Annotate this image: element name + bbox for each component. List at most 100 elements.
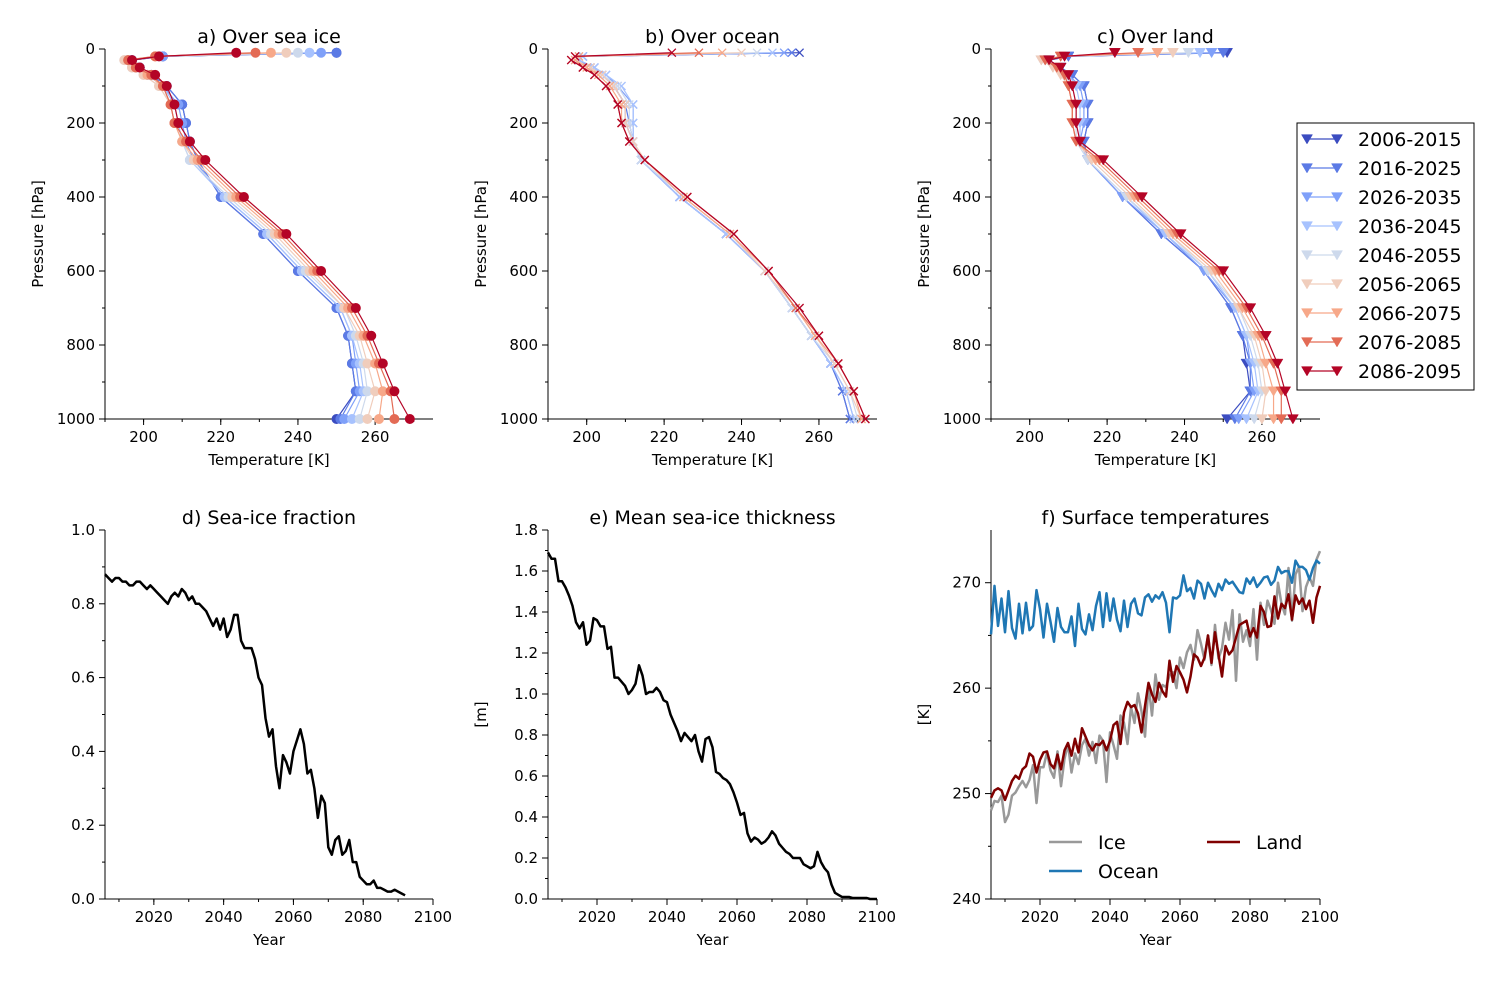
- data-point: [620, 100, 630, 109]
- y-tick-label: 0: [971, 40, 981, 58]
- data-point: [1256, 414, 1268, 425]
- data-point: [752, 48, 762, 58]
- x-tick-label: 2100: [414, 908, 452, 926]
- data-point: [1066, 81, 1079, 92]
- data-point: [764, 266, 774, 276]
- x-tick-label: 2040: [205, 908, 243, 926]
- series-2076-2085: [566, 48, 870, 424]
- series-line: [577, 52, 851, 420]
- legend-label: 2056-2065: [1358, 274, 1462, 296]
- y-tick-label: 800: [952, 336, 981, 354]
- data-point: [628, 118, 638, 128]
- series-2006-2015: [127, 47, 361, 424]
- y-tick-label: 240: [952, 890, 981, 908]
- data-point: [1058, 51, 1071, 62]
- y-tick-label: 0: [85, 40, 95, 58]
- y-tick-label: 1.8: [514, 521, 538, 539]
- legend-entry-ocean: Ocean: [1049, 861, 1159, 883]
- legend-label: 2066-2075: [1358, 303, 1462, 325]
- data-point: [1244, 303, 1257, 314]
- x-tick-label: 2060: [274, 908, 312, 926]
- panel-2: b) Over ocean 200 220 240 260 0 200 400 600 800 10…: [472, 26, 877, 469]
- legend-marker: [1301, 337, 1313, 348]
- y-tick-label: 0.6: [71, 669, 95, 687]
- data-point: [717, 48, 727, 58]
- data-point: [1217, 48, 1230, 59]
- data-point: [601, 81, 611, 91]
- data-point: [1271, 358, 1284, 369]
- series-2086-2095: [1043, 48, 1299, 425]
- series-line: [130, 52, 357, 420]
- data-point: [826, 359, 836, 368]
- data-point: [682, 192, 692, 202]
- data-point: [601, 70, 611, 80]
- data-point: [760, 266, 770, 276]
- series-line: [577, 52, 851, 420]
- data-point: [377, 358, 388, 369]
- data-point: [624, 137, 634, 146]
- x-tick-label: 2080: [1231, 908, 1269, 926]
- x-tick-label: 2040: [1091, 908, 1129, 926]
- data-point: [1043, 55, 1055, 66]
- y-tick-label: 0.0: [514, 890, 538, 908]
- series-line: [1039, 52, 1263, 420]
- x-axis-label: Year: [696, 931, 730, 949]
- x-axis-label: Temperature [K]: [1094, 451, 1216, 469]
- data-point: [231, 47, 242, 58]
- legend-entry: 2016-2025: [1301, 158, 1462, 180]
- y-tick-label: 1.4: [514, 603, 538, 621]
- legend-entry: 2046-2055: [1301, 245, 1462, 267]
- legend-label: 2006-2015: [1358, 129, 1462, 151]
- data-point: [628, 100, 638, 109]
- y-tick-label: 800: [66, 336, 95, 354]
- data-point: [316, 266, 327, 276]
- data-point: [1259, 331, 1272, 342]
- legend-entry: 2086-2095: [1301, 361, 1462, 383]
- y-tick-label: 1000: [943, 410, 981, 428]
- data-point: [1267, 414, 1280, 425]
- data-point: [810, 331, 820, 341]
- y-tick-label: 0.4: [71, 742, 95, 760]
- legend-label: 2086-2095: [1358, 361, 1462, 383]
- data-point: [389, 386, 400, 397]
- x-tick-label: 2100: [858, 908, 896, 926]
- y-tick-label: 400: [509, 188, 538, 206]
- data-point: [833, 359, 843, 368]
- legend-entry: 2026-2035: [1301, 187, 1462, 209]
- x-axis-label: Year: [252, 931, 286, 949]
- y-axis-label: Pressure [hPa]: [915, 180, 933, 288]
- legend-entry: 2056-2065: [1301, 274, 1462, 296]
- data-point: [679, 192, 688, 202]
- data-point: [292, 47, 303, 58]
- data-point: [173, 118, 184, 128]
- series-2056-2065: [570, 48, 866, 424]
- legend-marker: [1301, 221, 1313, 232]
- data-point: [829, 359, 839, 368]
- legend-label: 2016-2025: [1358, 158, 1462, 180]
- data-point: [787, 48, 797, 58]
- series-line: [122, 52, 369, 420]
- series-line-land: [989, 585, 1322, 802]
- data-point: [1259, 386, 1272, 397]
- legend-marker: [1331, 279, 1343, 290]
- data-point: [1194, 48, 1206, 59]
- y-tick-label: 0.0: [71, 890, 95, 908]
- panels: a) Over sea ice 200 220 240 260 0 200 400 600 800…: [29, 26, 1339, 949]
- data-point: [362, 414, 373, 424]
- data-point: [366, 330, 377, 341]
- surface-legend: Ice Ocean Land: [1049, 832, 1302, 883]
- y-tick-label: 400: [952, 188, 981, 206]
- data-point: [791, 303, 801, 313]
- legend-entry: 2036-2045: [1301, 216, 1462, 238]
- x-tick-label: 2060: [718, 908, 756, 926]
- panel-3: c) Over land 200 220 240 260 0 200 400 600 800 100…: [915, 26, 1320, 469]
- legend-entry: 2066-2075: [1301, 303, 1462, 325]
- decade-legend: 2006-2015 2016-2025 2026-2035 2036-2045 2046…: [1296, 122, 1475, 391]
- x-tick-label: 260: [361, 428, 390, 446]
- data-point: [1136, 192, 1148, 203]
- series-line: [126, 52, 361, 420]
- data-point: [1240, 414, 1253, 425]
- panel-title: e) Mean sea-ice thickness: [589, 507, 835, 529]
- data-point: [1259, 358, 1272, 369]
- legend-marker: [1301, 308, 1313, 319]
